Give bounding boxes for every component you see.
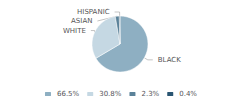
svg-text:66.5%: 66.5% (57, 90, 80, 98)
svg-text:HISPANIC: HISPANIC (77, 8, 110, 16)
svg-text:0.4%: 0.4% (179, 90, 197, 98)
svg-text:WHITE: WHITE (63, 27, 86, 35)
svg-text:ASIAN: ASIAN (71, 17, 92, 25)
svg-text:BLACK: BLACK (158, 56, 181, 64)
svg-text:2.3%: 2.3% (141, 90, 159, 98)
svg-text:30.8%: 30.8% (99, 90, 122, 98)
